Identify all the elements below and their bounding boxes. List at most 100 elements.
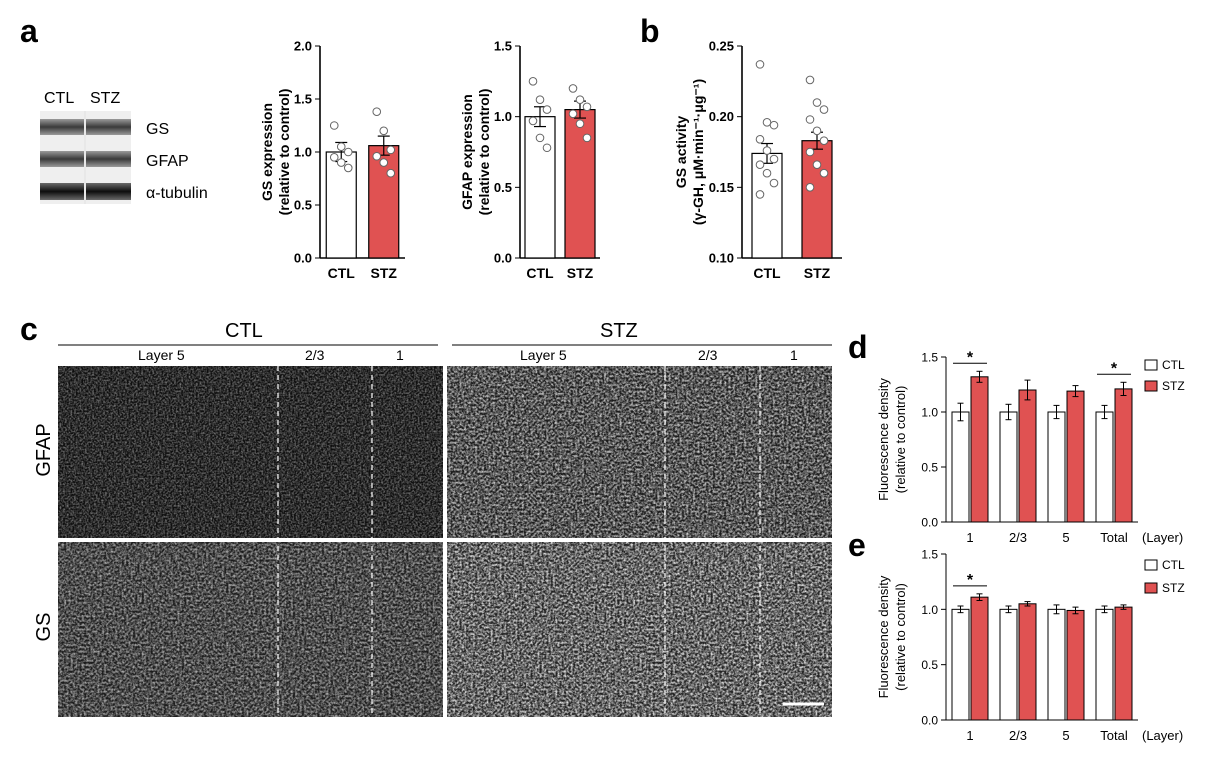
y-tick-label: 0.5	[921, 658, 938, 672]
chart-gs-density: 0.0 0.5 1.0 1.5 Fluorescence density (relativ…	[876, 548, 1183, 744]
x-tick-label: CTL	[328, 265, 356, 281]
y-axis-label: (relative to control)	[276, 89, 292, 216]
chart-gs-activity: 0.10 0.15 0.20 0.25 GS activity (γ-GH, μM·min…	[673, 39, 842, 281]
y-tick-label: 0.5	[921, 461, 938, 475]
micro-row-gfap: GFAP	[33, 423, 55, 476]
y-tick-label: 0.15	[709, 180, 734, 195]
bar	[1047, 608, 1066, 721]
data-point	[372, 107, 382, 117]
y-tick-label: 1.5	[294, 92, 312, 107]
y-tick-label: 0.0	[921, 516, 938, 530]
data-point	[568, 84, 578, 93]
y-axis-label: (relative to control)	[893, 583, 908, 691]
data-point	[805, 147, 815, 157]
bar	[1018, 603, 1037, 721]
data-point	[805, 75, 815, 85]
data-point	[769, 120, 779, 130]
bar	[970, 596, 989, 721]
bar	[1114, 388, 1133, 523]
data-point	[575, 95, 585, 105]
y-tick-label: 0.0	[921, 714, 938, 728]
y-tick-label: 2.0	[294, 39, 312, 54]
data-point	[343, 163, 353, 173]
data-point	[755, 160, 765, 170]
data-point	[819, 136, 829, 145]
data-point	[762, 168, 772, 178]
x-tick-label: 5	[1062, 728, 1069, 743]
x-tick-label: 2/3	[1009, 530, 1027, 545]
data-point	[568, 109, 578, 119]
y-tick-label: 1.0	[294, 145, 312, 160]
data-point	[762, 146, 772, 155]
chart-gs-expression: 0.0 0.5 1.0 1.5 2.0 GS expression (relative to…	[259, 39, 405, 281]
significance-star: *	[1111, 360, 1118, 377]
data-point	[542, 143, 552, 153]
panel-label-c: c	[20, 311, 38, 347]
data-point	[812, 98, 822, 107]
data-point	[769, 178, 779, 188]
y-tick-label: 0.5	[494, 180, 512, 195]
panel-label-e: e	[848, 527, 866, 563]
micro-row-gs: GS	[33, 613, 55, 642]
y-axis-label: (relative to control)	[476, 89, 492, 216]
micro-layer-ctl-1: 1	[396, 347, 404, 363]
legend-d: CTL STZ	[1144, 358, 1185, 393]
data-point	[582, 102, 592, 112]
micro-layer-stz-1: 1	[790, 347, 798, 363]
y-tick-label: 0.25	[709, 39, 734, 54]
panel-label-b: b	[640, 13, 660, 49]
legend-d-ctl: CTL	[1162, 358, 1185, 372]
blot-band-label-gfap: GFAP	[146, 153, 189, 170]
data-point	[329, 153, 339, 162]
x-axis-label: (Layer)	[1142, 530, 1183, 545]
y-tick-label: 1.0	[921, 603, 938, 617]
blot-lane-label-stz: STZ	[90, 90, 120, 107]
x-tick-label: 2/3	[1009, 728, 1027, 743]
data-point	[343, 147, 353, 157]
x-tick-label: 1	[966, 530, 973, 545]
data-point	[575, 119, 585, 129]
x-axis-label: (Layer)	[1142, 728, 1183, 743]
data-point	[329, 121, 339, 130]
micro-group-ctl: CTL	[225, 320, 263, 342]
x-tick-label: Total	[1100, 728, 1128, 743]
y-axis-label: Fluorescence density	[876, 378, 891, 501]
y-tick-label: 1.5	[921, 548, 938, 562]
bar	[1066, 609, 1085, 721]
data-point	[528, 77, 538, 86]
data-point	[819, 168, 829, 178]
data-point	[336, 142, 346, 151]
bar	[1047, 411, 1066, 523]
panel-label-a: a	[20, 13, 38, 49]
y-axis-label: (relative to control)	[893, 386, 908, 494]
data-point	[535, 95, 545, 105]
chart-gfap-density: 0.0 0.5 1.0 1.5 Fluorescence density (relativ…	[876, 349, 1183, 545]
legend-e-ctl: CTL	[1162, 558, 1185, 572]
legend-e: CTL STZ	[1144, 558, 1185, 595]
data-point	[812, 160, 822, 170]
panel-label-d: d	[848, 329, 868, 365]
data-point	[336, 158, 346, 167]
micro-layer-stz-5: Layer 5	[520, 347, 567, 363]
bar	[1095, 608, 1114, 721]
data-point	[805, 183, 815, 192]
significance-star: *	[967, 349, 974, 366]
y-axis-label: GS expression	[259, 103, 275, 201]
data-point	[542, 105, 552, 114]
data-point	[755, 190, 765, 199]
data-point	[535, 133, 545, 143]
bar	[970, 376, 989, 523]
x-tick-label: 1	[966, 728, 973, 743]
data-point	[379, 158, 389, 167]
bar	[999, 411, 1018, 523]
y-tick-label: 1.0	[921, 406, 938, 420]
y-tick-label: 0.20	[709, 109, 734, 124]
blot-lane-label-ctl: CTL	[44, 90, 74, 107]
significance-star: *	[967, 572, 974, 589]
micro-layer-ctl-23: 2/3	[305, 347, 325, 363]
y-axis-label: (γ-GH, μM·min⁻¹·μg⁻¹)	[690, 79, 706, 225]
x-tick-label: STZ	[804, 265, 831, 281]
y-axis-label: GS activity	[673, 116, 689, 189]
bar	[1018, 389, 1037, 523]
